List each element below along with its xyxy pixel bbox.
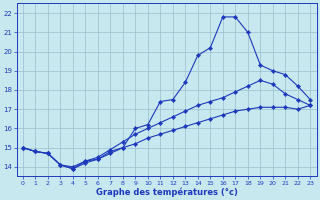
- X-axis label: Graphe des températures (°c): Graphe des températures (°c): [96, 187, 237, 197]
